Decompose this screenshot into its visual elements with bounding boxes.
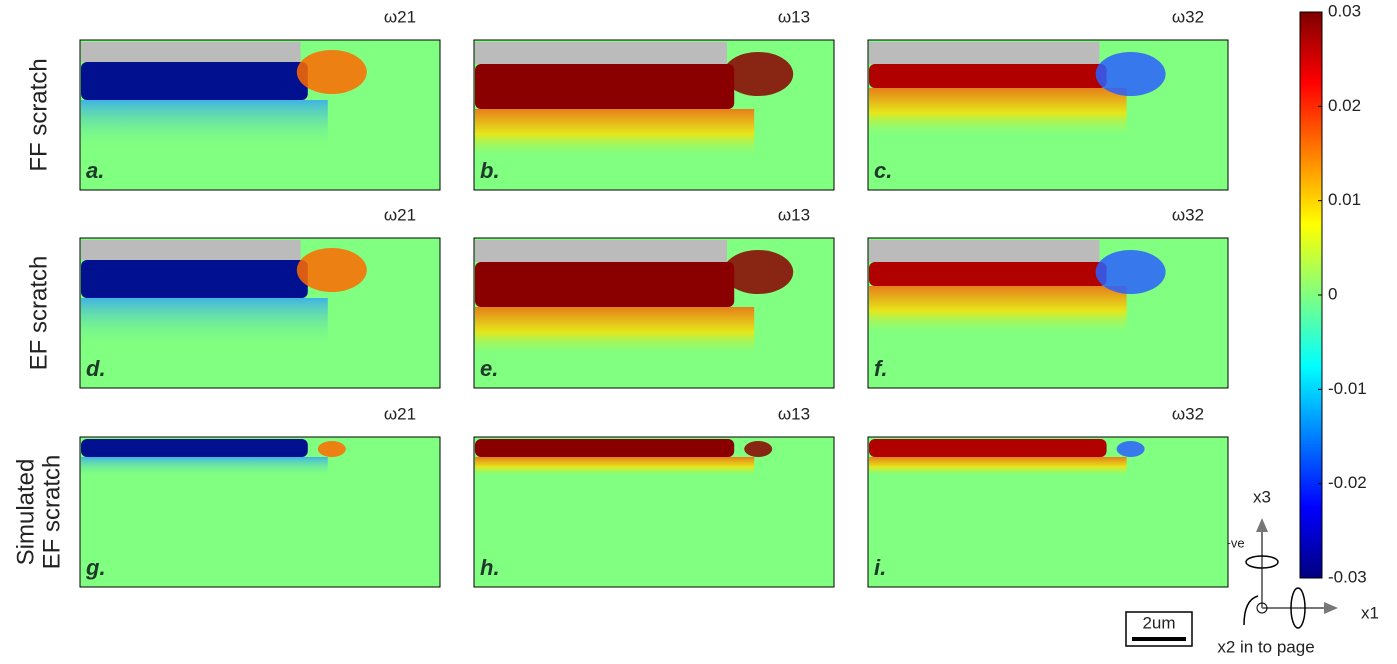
scale-bar-label: 2um [1142, 613, 1175, 632]
colorbar-tick-label: 0.01 [1328, 190, 1361, 209]
field-band [81, 439, 308, 457]
panel-title: ω13 [778, 404, 810, 423]
field-fade [81, 100, 328, 150]
field-band [81, 62, 308, 100]
panel: h. ω13 [474, 404, 834, 587]
panel: e. ω13 [474, 205, 834, 388]
grain-mask [475, 240, 727, 262]
panel-label: f. [874, 356, 887, 381]
panel-title: ω32 [1172, 205, 1204, 224]
colorbar-tick-label: 0 [1328, 284, 1337, 303]
panel: g. ω21 [80, 404, 440, 587]
panel-label: c. [874, 158, 892, 183]
figure: 2um x3 x1 x2 in to page +ve a.ω21b.ω13c.… [0, 0, 1397, 664]
colorbar-tick-label: -0.03 [1328, 567, 1367, 586]
field-blob [723, 52, 793, 96]
grain-mask [81, 240, 301, 260]
grain-mask [869, 240, 1099, 262]
field-blob [1096, 52, 1166, 96]
field-band [869, 64, 1107, 88]
field-blob [297, 50, 367, 94]
row-label: Simulated [12, 459, 39, 566]
field-blob [1117, 441, 1145, 457]
field-blob [744, 441, 772, 457]
axis-key-label: x2 in to page [1217, 637, 1314, 656]
field-band [475, 64, 734, 109]
panel-title: ω13 [778, 205, 810, 224]
panel-label: e. [480, 356, 498, 381]
field-fade [869, 88, 1127, 138]
panel-title: ω32 [1172, 7, 1204, 26]
field-band [869, 262, 1107, 286]
panel-title: ω32 [1172, 404, 1204, 423]
field-fade [475, 109, 754, 159]
field-fade [81, 298, 328, 348]
axes-key [1244, 518, 1338, 628]
panel: c. ω32 [868, 7, 1228, 190]
field-band [869, 439, 1107, 457]
colorbar-tick-label: 0.03 [1328, 1, 1361, 20]
panel: f. ω32 [868, 205, 1228, 388]
field-band [475, 439, 734, 457]
field-fade [475, 457, 754, 477]
colorbar-tick-label: 0.02 [1328, 96, 1361, 115]
row-label: EF scratch [38, 455, 65, 570]
axis-key-label: x1 [1361, 603, 1379, 622]
field-fade [81, 457, 328, 477]
axis-key-label: x3 [1253, 487, 1271, 506]
panel-label: h. [480, 555, 500, 580]
field-blob [318, 441, 346, 457]
field-fade [869, 457, 1127, 477]
panel-title: ω21 [384, 7, 416, 26]
grain-mask [869, 42, 1099, 64]
panel-label: a. [86, 158, 104, 183]
page: {"row_labels": [["FF scratch"], ["EF scr… [0, 0, 1397, 664]
field-band [475, 262, 734, 307]
grain-mask [475, 42, 727, 64]
panel: b. ω13 [474, 7, 834, 190]
row-label: EF scratch [25, 256, 52, 371]
field-blob [297, 248, 367, 292]
field-fade [869, 286, 1127, 336]
field-fade [475, 307, 754, 357]
panel: d. ω21 [80, 205, 440, 388]
panel-label: b. [480, 158, 500, 183]
panel: a. ω21 [80, 7, 440, 190]
panel-title: ω21 [384, 404, 416, 423]
field-band [81, 260, 308, 298]
colorbar-tick-label: -0.02 [1328, 473, 1367, 492]
row-label: FF scratch [25, 58, 52, 171]
panel-label: i. [874, 555, 886, 580]
grain-mask [81, 42, 301, 62]
field-blob [1096, 250, 1166, 294]
panel: i. ω32 [868, 404, 1228, 587]
panel-title: ω13 [778, 7, 810, 26]
colorbar-tick-label: -0.01 [1328, 379, 1367, 398]
panel-label: d. [86, 356, 106, 381]
field-blob [723, 250, 793, 294]
panel-label: g. [85, 555, 106, 580]
panel-title: ω21 [384, 205, 416, 224]
